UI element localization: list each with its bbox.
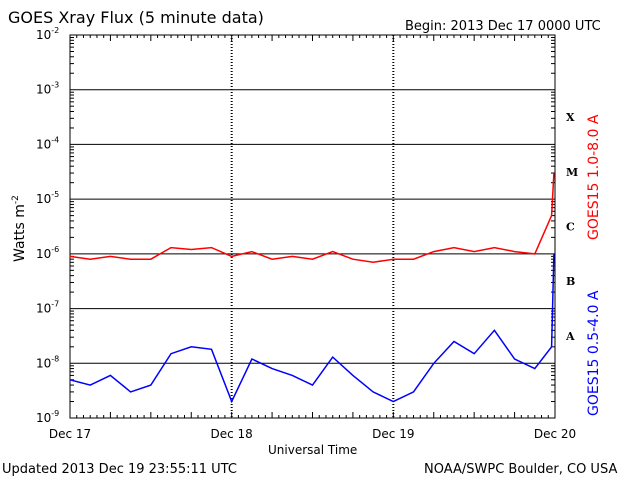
y-axis-title-main: Watts m xyxy=(12,204,28,262)
x-tick-labels: Dec 17 Dec 18 Dec 19 Dec 20 xyxy=(49,427,576,441)
y-tick-label: 10-3 xyxy=(36,81,59,97)
y-tick-label: 10-9 xyxy=(36,409,59,425)
legend-long-channel: GOES15 1.0-8.0 A xyxy=(586,114,602,240)
begin-label: Begin: 2013 Dec 17 0000 UTC xyxy=(405,19,601,34)
y-tick-labels: 10-9 10-8 10-7 10-6 10-5 10-4 10-3 10-2 xyxy=(36,26,59,425)
credit-label: NOAA/SWPC Boulder, CO USA xyxy=(424,462,617,477)
flare-class-b: B xyxy=(566,275,575,288)
y-tick-label: 10-7 xyxy=(36,300,59,316)
legend-short-channel: GOES15 0.5-4.0 A xyxy=(586,290,602,416)
flare-class-m: M xyxy=(566,166,578,179)
y-axis-title-sup: -2 xyxy=(11,195,21,204)
x-tick-label: Dec 20 xyxy=(534,427,576,441)
y-axis-title: Watts m-2 xyxy=(11,195,28,262)
y-tick-label: 10-8 xyxy=(36,354,59,370)
y-tick-label: 10-4 xyxy=(36,135,59,151)
plot-frame xyxy=(69,34,556,419)
x-tick-label: Dec 17 xyxy=(49,427,91,441)
series-line-short xyxy=(69,253,555,404)
x-tick-label: Dec 18 xyxy=(211,427,253,441)
flare-class-a: A xyxy=(565,330,575,343)
y-tick-label: 10-5 xyxy=(36,190,59,206)
series-layer xyxy=(69,172,555,404)
flare-class-x: X xyxy=(566,111,575,124)
flare-class-c: C xyxy=(566,221,575,234)
chart-title: GOES Xray Flux (5 minute data) xyxy=(8,8,264,27)
y-tick-label: 10-6 xyxy=(36,245,59,261)
flare-class-labels: A B C M X xyxy=(565,111,578,343)
y-tick-label: 10-2 xyxy=(36,26,59,42)
updated-label: Updated 2013 Dec 19 23:55:11 UTC xyxy=(2,462,237,477)
grid-layer xyxy=(70,35,555,418)
x-axis-title: Universal Time xyxy=(268,443,357,457)
tick-layer xyxy=(69,35,556,418)
series-line-long xyxy=(69,172,555,264)
x-tick-label: Dec 19 xyxy=(372,427,414,441)
